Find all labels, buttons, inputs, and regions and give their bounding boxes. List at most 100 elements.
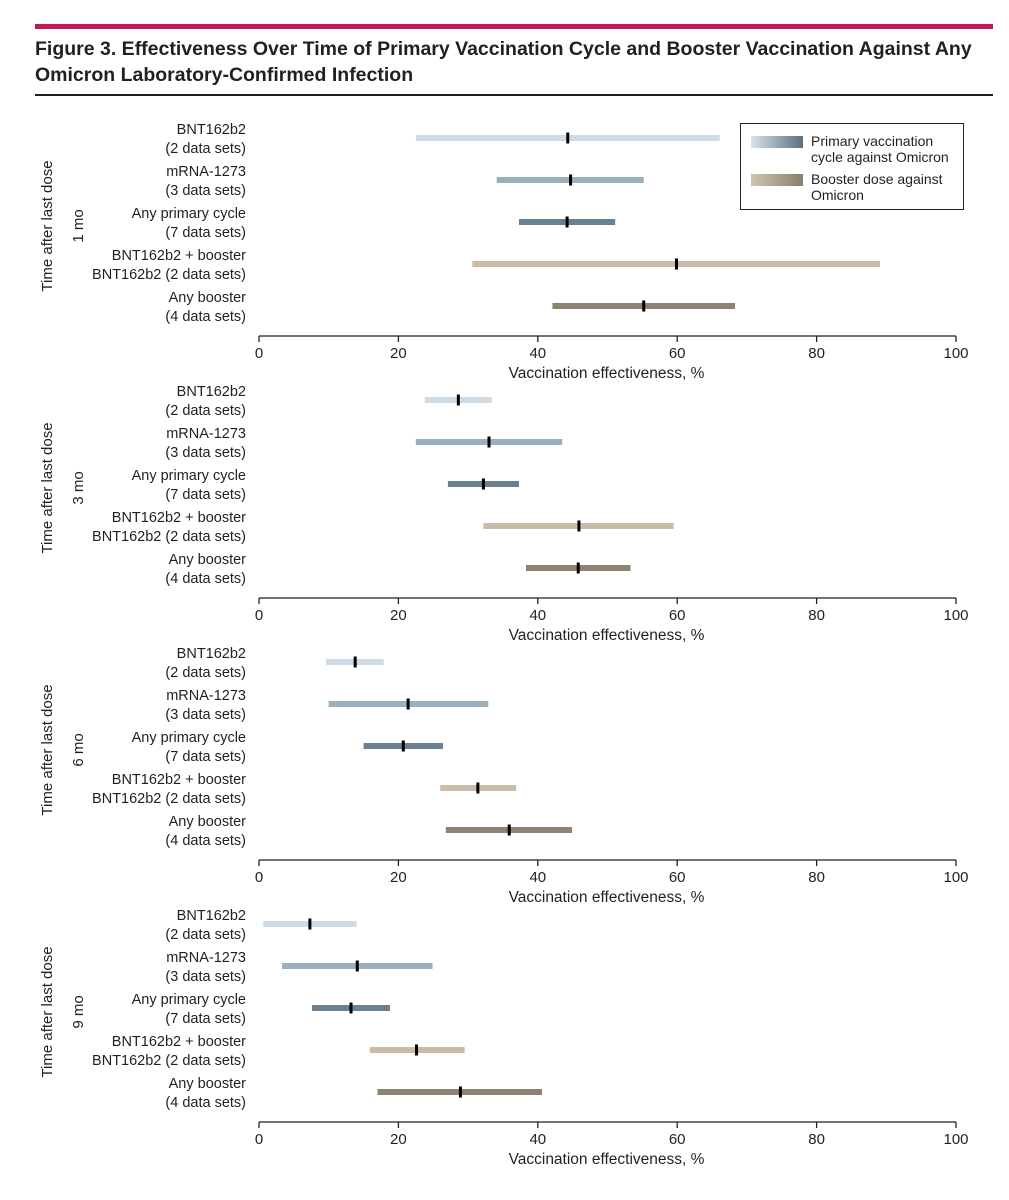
legend-item-booster: Booster dose against Omicron [751, 171, 961, 203]
x-tick-label: 60 [669, 869, 686, 886]
row-label-line2: (2 data sets) [165, 665, 246, 681]
legend-swatch-primary [751, 136, 803, 148]
point-estimate-mrna-1273 [355, 960, 359, 972]
row-label-line1: Any booster [169, 814, 247, 830]
x-tick-label: 20 [390, 607, 407, 624]
x-tick-label: 40 [529, 869, 546, 886]
point-estimate-bnt-booster [415, 1044, 419, 1056]
row-label-line1: Any primary cycle [132, 206, 246, 222]
x-tick-label: 80 [808, 345, 825, 362]
point-estimate-any-booster [507, 824, 511, 836]
legend-swatch-booster [751, 174, 803, 186]
row-label-line1: BNT162b2 + booster [112, 510, 246, 526]
point-estimate-bnt-booster [476, 782, 480, 794]
row-label-line2: (4 data sets) [165, 571, 246, 587]
row-label-line1: BNT162b2 + booster [112, 1034, 246, 1050]
x-tick-label: 0 [255, 345, 263, 362]
x-tick-label: 100 [943, 1131, 968, 1148]
point-estimate-mrna-1273 [569, 174, 573, 186]
legend-label-primary: Primary vaccination cycle against Omicro… [811, 133, 949, 165]
point-estimate-bnt-booster [577, 520, 581, 532]
point-estimate-bnt162b2 [308, 918, 312, 930]
row-label-line1: Any booster [169, 552, 247, 568]
point-estimate-any-booster [458, 1086, 462, 1098]
point-estimate-bnt-booster [675, 258, 679, 270]
row-label-line1: mRNA-1273 [166, 164, 246, 180]
row-label-line2: BNT162b2 (2 data sets) [92, 267, 246, 283]
row-label-line1: Any booster [169, 290, 247, 306]
legend-label-booster: Booster dose against Omicron [811, 171, 943, 203]
row-label-line1: BNT162b2 [177, 646, 246, 662]
title-divider [35, 94, 993, 96]
point-estimate-any-primary [565, 216, 569, 228]
legend-item-primary: Primary vaccination cycle against Omicro… [751, 133, 961, 165]
x-tick-label: 20 [390, 869, 407, 886]
row-label-line1: mRNA-1273 [166, 950, 246, 966]
x-tick-label: 60 [669, 607, 686, 624]
row-label-line1: Any primary cycle [132, 730, 246, 746]
row-label-line2: (2 data sets) [165, 141, 246, 157]
forest-plot: Time after last dose 1 mo BNT162b2 (2 data … [39, 122, 969, 1168]
row-label-line2: (7 data sets) [165, 487, 246, 503]
x-tick-label: 60 [669, 345, 686, 362]
row-label-line2: (7 data sets) [165, 1011, 246, 1027]
row-label-line2: BNT162b2 (2 data sets) [92, 1053, 246, 1069]
x-tick-label: 80 [808, 869, 825, 886]
point-estimate-mrna-1273 [487, 436, 491, 448]
x-tick-label: 100 [943, 869, 968, 886]
row-label-line1: mRNA-1273 [166, 426, 246, 442]
point-estimate-any-primary [401, 740, 405, 752]
row-label-line2: (3 data sets) [165, 445, 246, 461]
x-axis-title: Vaccination effectiveness, % [509, 627, 705, 644]
x-tick-label: 0 [255, 1131, 263, 1148]
row-label-line2: (4 data sets) [165, 1095, 246, 1111]
row-label-line2: BNT162b2 (2 data sets) [92, 529, 246, 545]
point-estimate-any-booster [576, 562, 580, 574]
x-tick-label: 0 [255, 869, 263, 886]
row-label-line2: (4 data sets) [165, 833, 246, 849]
figure-title: Figure 3. Effectiveness Over Time of Pri… [35, 38, 972, 86]
y-axis-label: Time after last dose [39, 422, 56, 553]
top-accent-rule [35, 24, 993, 29]
row-label-line1: BNT162b2 + booster [112, 248, 246, 264]
row-label-line2: (3 data sets) [165, 969, 246, 985]
row-label-line2: (7 data sets) [165, 225, 246, 241]
x-tick-label: 40 [529, 1131, 546, 1148]
row-label-line2: (3 data sets) [165, 707, 246, 723]
point-estimate-any-booster [642, 300, 646, 312]
point-estimate-bnt162b2 [353, 656, 357, 668]
x-tick-label: 80 [808, 607, 825, 624]
row-label-line1: mRNA-1273 [166, 688, 246, 704]
row-label-line2: (4 data sets) [165, 309, 246, 325]
x-tick-label: 60 [669, 1131, 686, 1148]
x-tick-label: 40 [529, 345, 546, 362]
row-label-line1: BNT162b2 + booster [112, 772, 246, 788]
point-estimate-any-primary [349, 1002, 353, 1014]
row-label-line1: Any primary cycle [132, 468, 246, 484]
point-estimate-bnt162b2 [456, 394, 460, 406]
row-label-line1: BNT162b2 [177, 908, 246, 924]
y-axis-label: Time after last dose [39, 160, 56, 291]
panel-period-label: 6 mo [70, 733, 87, 766]
chart-legend: Primary vaccination cycle against Omicro… [740, 123, 964, 210]
row-label-line1: Any primary cycle [132, 992, 246, 1008]
point-estimate-mrna-1273 [406, 698, 410, 710]
x-tick-label: 0 [255, 607, 263, 624]
y-axis-label: Time after last dose [39, 684, 56, 815]
y-axis-label: Time after last dose [39, 946, 56, 1077]
x-tick-label: 80 [808, 1131, 825, 1148]
x-tick-label: 100 [943, 607, 968, 624]
panel-period-label: 3 mo [70, 471, 87, 504]
x-axis-title: Vaccination effectiveness, % [509, 1151, 705, 1168]
panel-period-label: 1 mo [70, 209, 87, 242]
point-estimate-any-primary [481, 478, 485, 490]
row-label-line1: BNT162b2 [177, 384, 246, 400]
row-label-line1: Any booster [169, 1076, 247, 1092]
row-label-line2: (3 data sets) [165, 183, 246, 199]
row-label-line2: (2 data sets) [165, 403, 246, 419]
panel-period-label: 9 mo [70, 995, 87, 1028]
row-label-line2: (7 data sets) [165, 749, 246, 765]
point-estimate-bnt162b2 [566, 132, 570, 144]
row-label-line2: (2 data sets) [165, 927, 246, 943]
row-label-line2: BNT162b2 (2 data sets) [92, 791, 246, 807]
